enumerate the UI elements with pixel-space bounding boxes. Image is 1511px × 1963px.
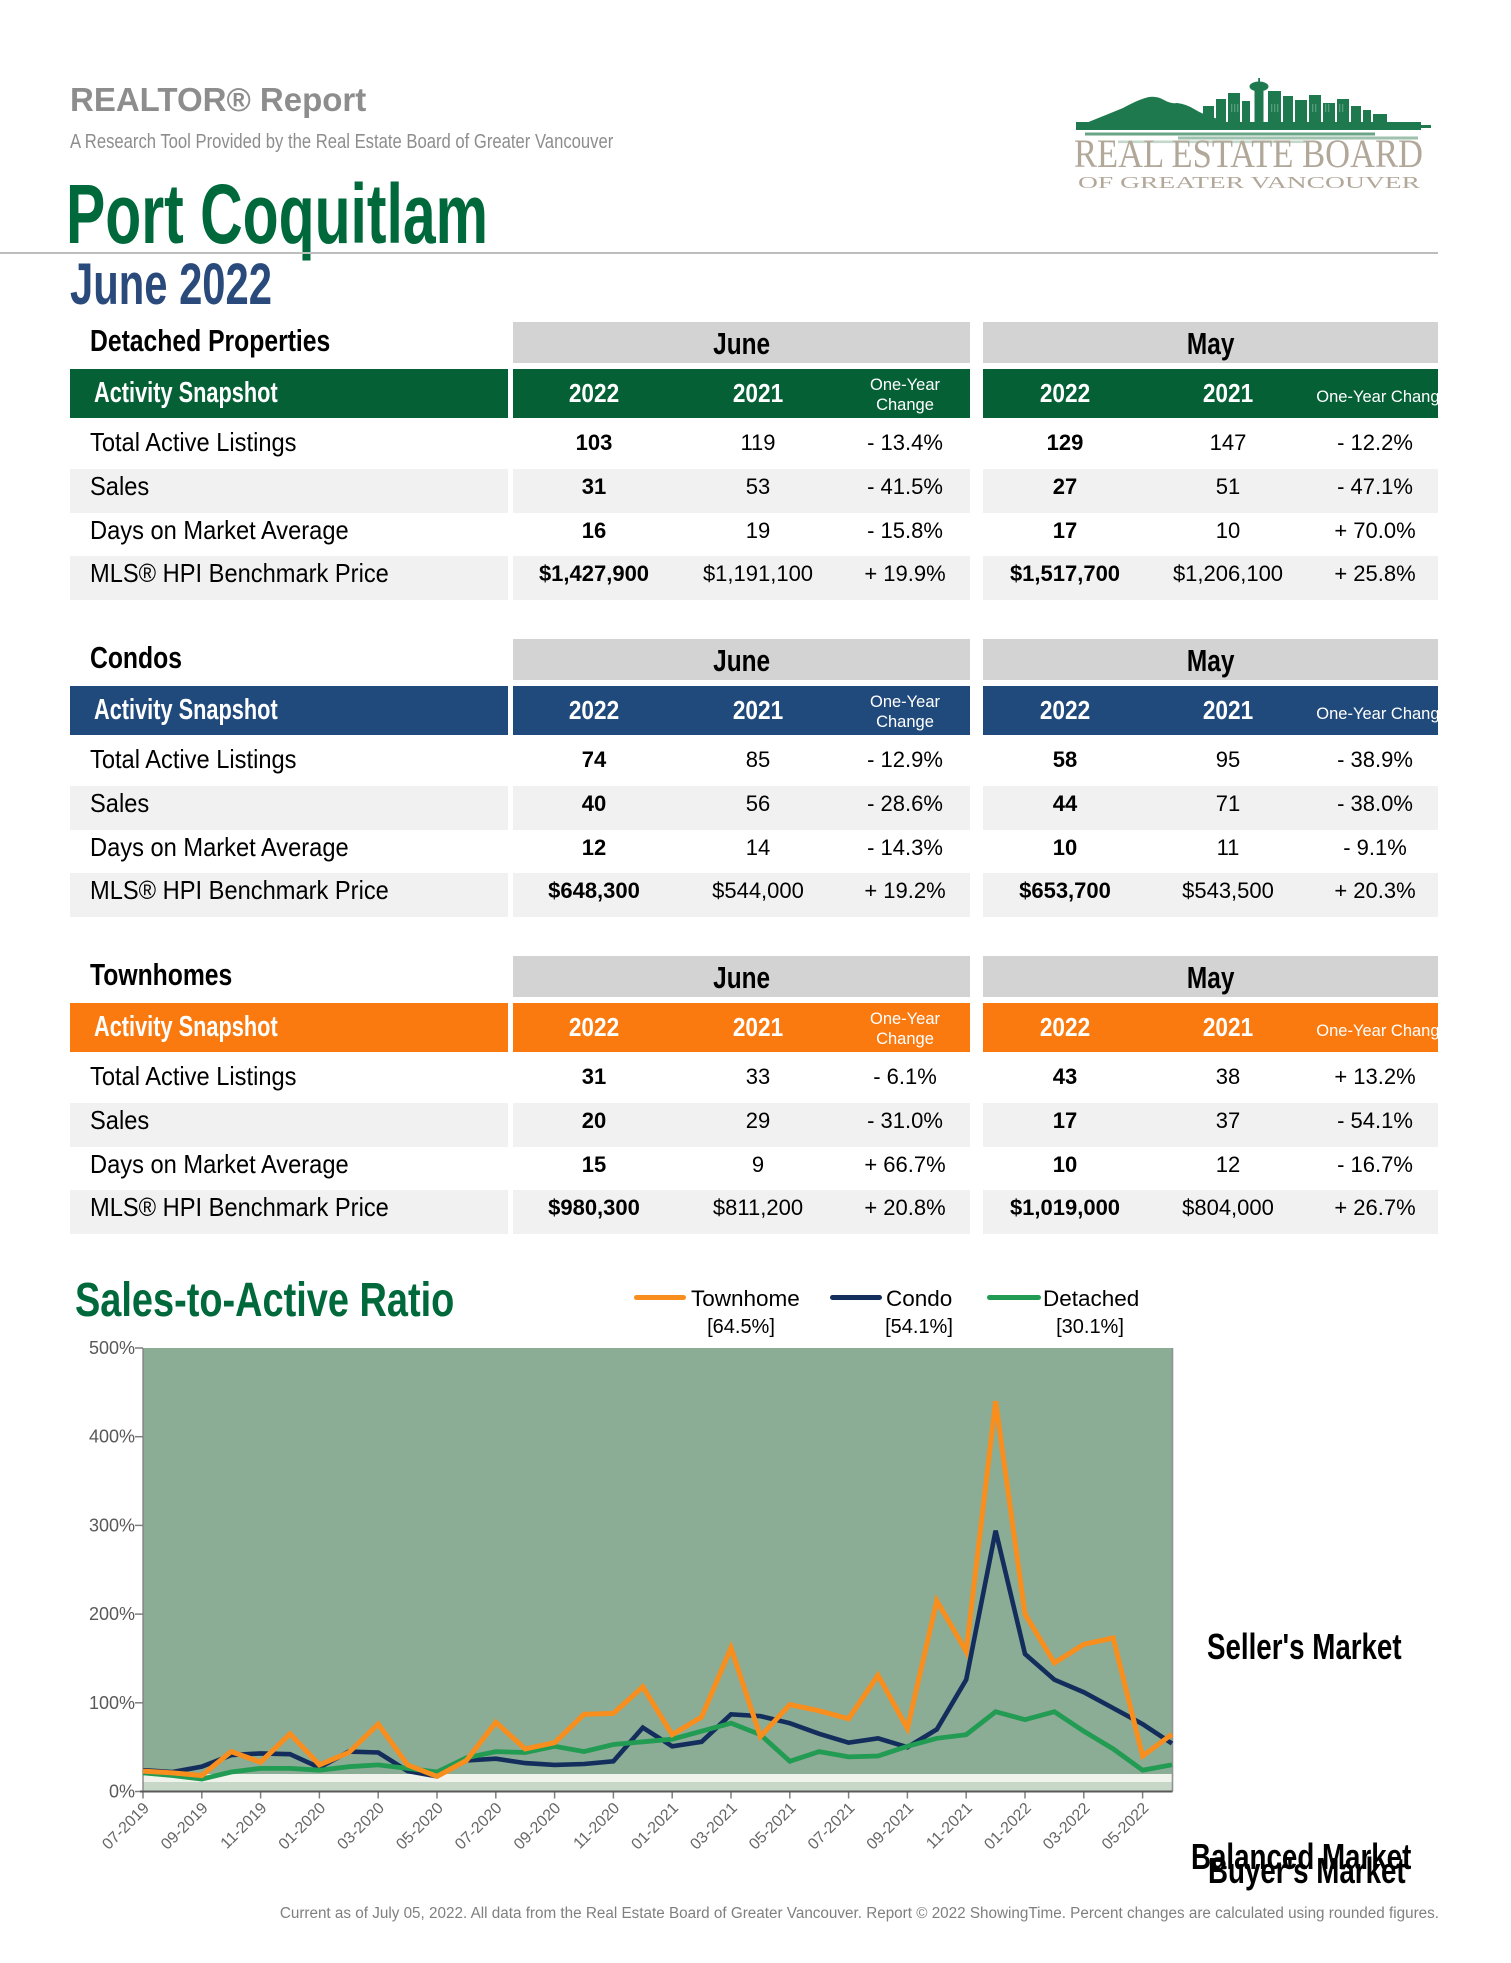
svg-text:100%: 100%	[89, 1693, 135, 1713]
svg-text:09-2021: 09-2021	[864, 1800, 918, 1854]
svg-text:05-2022: 05-2022	[1099, 1800, 1153, 1854]
svg-text:05-2021: 05-2021	[746, 1800, 800, 1854]
svg-text:0%: 0%	[109, 1782, 135, 1802]
svg-text:03-2022: 03-2022	[1040, 1800, 1094, 1854]
svg-text:500%: 500%	[89, 1338, 135, 1358]
svg-text:07-2021: 07-2021	[805, 1800, 859, 1854]
svg-text:11-2020: 11-2020	[571, 1800, 624, 1853]
svg-text:09-2020: 09-2020	[511, 1800, 565, 1854]
svg-text:01-2022: 01-2022	[981, 1800, 1035, 1854]
svg-text:01-2021: 01-2021	[628, 1800, 682, 1854]
svg-text:03-2021: 03-2021	[687, 1800, 741, 1854]
svg-text:07-2020: 07-2020	[452, 1800, 506, 1854]
svg-text:200%: 200%	[89, 1604, 135, 1624]
svg-text:03-2020: 03-2020	[334, 1800, 388, 1854]
svg-text:300%: 300%	[89, 1515, 135, 1535]
svg-text:OF GREATER VANCOUVER: OF GREATER VANCOUVER	[1078, 173, 1420, 192]
svg-text:11-2021: 11-2021	[923, 1800, 976, 1853]
svg-text:11-2019: 11-2019	[218, 1800, 271, 1853]
svg-text:05-2020: 05-2020	[393, 1800, 447, 1854]
svg-text:400%: 400%	[89, 1427, 135, 1447]
svg-text:07-2019: 07-2019	[99, 1800, 153, 1854]
svg-text:01-2020: 01-2020	[276, 1800, 330, 1854]
svg-text:REAL ESTATE BOARD: REAL ESTATE BOARD	[1074, 131, 1423, 176]
svg-text:09-2019: 09-2019	[158, 1800, 212, 1854]
